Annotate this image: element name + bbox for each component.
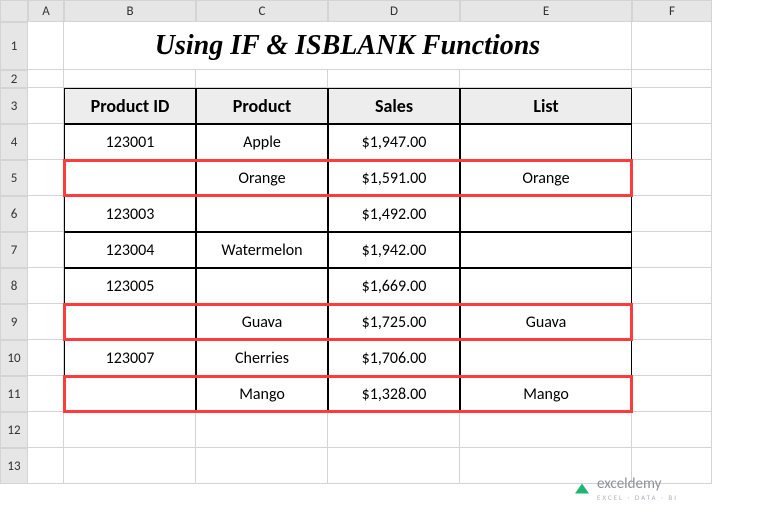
cell-F8[interactable] [632,268,712,304]
cell-E12[interactable] [460,412,632,448]
cell-D11[interactable]: $1,328.00 [328,376,460,412]
cell-B8[interactable]: 123005 [64,268,196,304]
cell-E7[interactable] [460,232,632,268]
cell-C9[interactable]: Guava [196,304,328,340]
cell-E11[interactable]: Mango [460,376,632,412]
cell-D12[interactable] [328,412,460,448]
cell-A6[interactable] [28,196,64,232]
cell-F9[interactable] [632,304,712,340]
cell-A9[interactable] [28,304,64,340]
cell-C13[interactable] [196,448,328,484]
cell-D2[interactable] [328,70,460,88]
brand-name: exceldemy [597,475,661,493]
cell-D4[interactable]: $1,947.00 [328,124,460,160]
row-hdr-3[interactable]: 3 [0,88,28,124]
cell-D8[interactable]: $1,669.00 [328,268,460,304]
cell-C6[interactable] [196,196,328,232]
cell-D13[interactable] [328,448,460,484]
cell-E4[interactable] [460,124,632,160]
cell-A10[interactable] [28,340,64,376]
cell-A11[interactable] [28,376,64,412]
cell-F1[interactable] [632,22,712,70]
cell-E5[interactable]: Orange [460,160,632,196]
cell-C5[interactable]: Orange [196,160,328,196]
cell-F2[interactable] [632,70,712,88]
row-hdr-6[interactable]: 6 [0,196,28,232]
cell-C7[interactable]: Watermelon [196,232,328,268]
cell-C4[interactable]: Apple [196,124,328,160]
row-hdr-11[interactable]: 11 [0,376,28,412]
cell-C10[interactable]: Cherries [196,340,328,376]
cell-C11[interactable]: Mango [196,376,328,412]
th-list[interactable]: List [460,88,632,124]
cell-F6[interactable] [632,196,712,232]
th-product-id[interactable]: Product ID [64,88,196,124]
brand-tagline: EXCEL · DATA · BI [597,493,678,502]
cell-A5[interactable] [28,160,64,196]
row-hdr-7[interactable]: 7 [0,232,28,268]
cell-A3[interactable] [28,88,64,124]
cell-C2[interactable] [196,70,328,88]
cell-E6[interactable] [460,196,632,232]
cell-F10[interactable] [632,340,712,376]
cell-E8[interactable] [460,268,632,304]
cell-E2[interactable] [460,70,632,88]
th-sales[interactable]: Sales [328,88,460,124]
cell-B9[interactable] [64,304,196,340]
cell-B6[interactable]: 123003 [64,196,196,232]
cell-C8[interactable] [196,268,328,304]
cell-A8[interactable] [28,268,64,304]
th-product[interactable]: Product [196,88,328,124]
cell-D9[interactable]: $1,725.00 [328,304,460,340]
cell-F4[interactable] [632,124,712,160]
cell-A12[interactable] [28,412,64,448]
cell-B7[interactable]: 123004 [64,232,196,268]
row-hdr-8[interactable]: 8 [0,268,28,304]
cell-D7[interactable]: $1,942.00 [328,232,460,268]
col-hdr-B[interactable]: B [64,0,196,22]
row-hdr-2[interactable]: 2 [0,70,28,88]
branding-logo: exceldemy EXCEL · DATA · BI [573,475,678,502]
cell-B11[interactable] [64,376,196,412]
cell-F7[interactable] [632,232,712,268]
col-hdr-F[interactable]: F [632,0,712,22]
cell-A13[interactable] [28,448,64,484]
row-hdr-5[interactable]: 5 [0,160,28,196]
cell-D10[interactable]: $1,706.00 [328,340,460,376]
cell-A4[interactable] [28,124,64,160]
corner-cell[interactable] [0,0,28,22]
cell-F11[interactable] [632,376,712,412]
row-hdr-12[interactable]: 12 [0,412,28,448]
row-hdr-10[interactable]: 10 [0,340,28,376]
col-hdr-D[interactable]: D [328,0,460,22]
cell-A1[interactable] [28,22,64,70]
cell-B10[interactable]: 123007 [64,340,196,376]
spreadsheet-grid: A B C D E F 1 Using IF & ISBLANK Functio… [0,0,768,484]
cell-F5[interactable] [632,160,712,196]
cell-E10[interactable] [460,340,632,376]
row-hdr-13[interactable]: 13 [0,448,28,484]
cell-F3[interactable] [632,88,712,124]
cell-B12[interactable] [64,412,196,448]
cell-A7[interactable] [28,232,64,268]
cell-A2[interactable] [28,70,64,88]
cell-B2[interactable] [64,70,196,88]
cell-B13[interactable] [64,448,196,484]
cell-E9[interactable]: Guava [460,304,632,340]
cell-C12[interactable] [196,412,328,448]
col-hdr-E[interactable]: E [460,0,632,22]
cell-D5[interactable]: $1,591.00 [328,160,460,196]
page-title: Using IF & ISBLANK Functions [64,22,632,70]
row-hdr-4[interactable]: 4 [0,124,28,160]
col-hdr-C[interactable]: C [196,0,328,22]
row-hdr-9[interactable]: 9 [0,304,28,340]
cell-B5[interactable] [64,160,196,196]
row-hdr-1[interactable]: 1 [0,22,28,70]
cell-D6[interactable]: $1,492.00 [328,196,460,232]
logo-icon [573,481,591,497]
col-hdr-A[interactable]: A [28,0,64,22]
cell-B4[interactable]: 123001 [64,124,196,160]
cell-F12[interactable] [632,412,712,448]
